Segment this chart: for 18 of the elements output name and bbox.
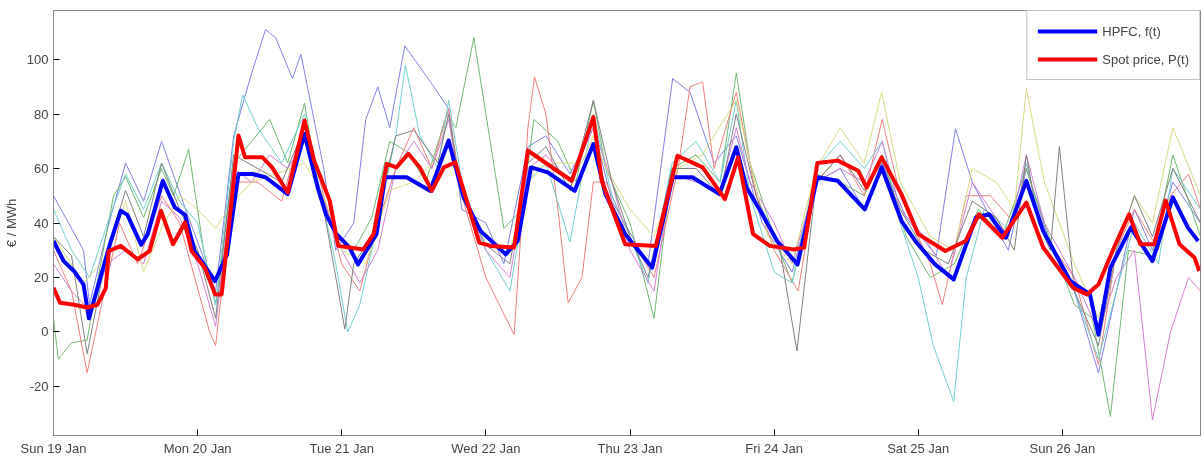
- legend-label: Spot price, P(t): [1102, 51, 1189, 67]
- x-tick-label: Sun 26 Jan: [1029, 440, 1096, 456]
- x-tick-label: Tue 21 Jan: [309, 440, 375, 456]
- y-tick-label: 60: [34, 161, 49, 177]
- y-tick-label: 100: [26, 52, 49, 68]
- x-tick-label: Mon 20 Jan: [163, 440, 232, 456]
- x-tick-label: Thu 23 Jan: [597, 440, 663, 456]
- y-tick-label: 20: [34, 269, 49, 285]
- y-tick-label: 40: [34, 215, 49, 231]
- x-tick-label: Wed 22 Jan: [451, 440, 521, 456]
- y-tick-label: -20: [29, 378, 49, 394]
- x-tick-label: Sat 25 Jan: [887, 440, 950, 456]
- y-tick-label: 80: [34, 106, 49, 122]
- x-tick-label: Sun 19 Jan: [20, 440, 87, 456]
- y-axis-title: € / MWh: [3, 198, 19, 248]
- legend-label: HPFC, f(t): [1102, 23, 1161, 39]
- x-tick-label: Fri 24 Jan: [745, 440, 804, 456]
- y-tick-label: 0: [41, 324, 49, 340]
